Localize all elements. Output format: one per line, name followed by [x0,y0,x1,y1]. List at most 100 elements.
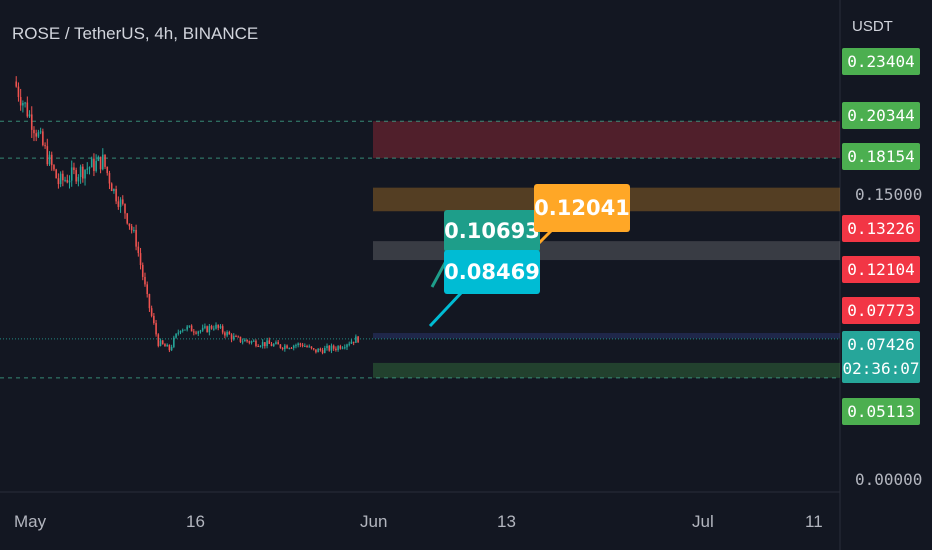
candle-body [93,158,95,171]
candle-body [33,129,35,134]
candle-body [137,246,140,254]
candle-body [259,346,262,348]
candle-body [159,340,162,346]
candle-body [141,264,144,277]
candle-body [228,332,231,335]
candle-body [235,336,237,338]
candle-body [73,167,75,171]
candle-body [250,341,253,343]
candle-body [79,166,82,177]
candle-body [206,326,208,333]
candle-body [146,284,148,295]
candle-body [126,213,129,224]
candle-body [248,341,251,343]
candle-body [277,342,279,345]
candle-body [188,325,191,327]
candle-body [190,325,193,332]
candle-body [295,345,297,347]
candle-body [330,345,333,351]
candle-body [28,114,31,117]
candle-body [328,345,331,351]
candle-body [266,340,268,347]
candle-body [284,345,286,350]
candle-body [324,348,326,354]
candle-body [170,346,173,351]
time-label-13: 13 [497,512,516,531]
candle-body [332,345,335,349]
candle-body [44,145,46,147]
candle-body [297,343,299,346]
candle-body [37,132,40,137]
candle-body [153,315,155,324]
candle-body [148,294,151,309]
candle-body [226,332,228,336]
price-tag-5: 0.07773 [842,297,920,324]
candle-body [130,226,133,231]
candle-body [346,344,348,348]
candle-body [30,114,33,130]
candle-body [197,331,200,334]
candle-body [199,330,202,332]
candle-body [17,86,20,98]
candle-body [308,346,311,348]
candle-body [90,158,93,168]
candle-body [292,345,295,348]
candle-body [133,229,135,231]
price-tag-1: 0.20344 [842,102,920,129]
candle-body [341,347,344,349]
candle-body [288,347,291,349]
candle-body [279,344,282,348]
last-price-tag: 0.07426 02:36:07 [842,331,920,383]
candle-body [35,133,37,137]
callout-pointer-1 [428,290,464,328]
candle-body [110,183,113,192]
candle-body [237,336,240,338]
currency-label[interactable]: USDT [852,18,893,35]
candle-body [66,179,69,183]
candle-body [357,336,359,343]
candle-body [241,341,244,343]
zone-4 [373,362,840,378]
candle-body [121,199,124,204]
candle-body [179,330,182,333]
candle-body [113,188,115,192]
candle-body [210,326,213,329]
price-tag-2: 0.18154 [842,143,920,170]
candle-body [124,203,126,214]
candle-body [255,340,257,346]
target-callout-2[interactable]: 0.12041 [534,184,630,232]
candle-body [108,173,111,184]
candle-body [39,131,42,133]
candle-body [86,168,89,170]
target-callout-0[interactable]: 0.10693 [444,210,540,252]
candle-body [290,347,293,349]
candle-body [15,81,18,87]
candle-body [117,201,120,207]
candle-body [350,341,353,344]
candle-body [173,337,175,347]
target-callout-1[interactable]: 0.08469 [444,250,540,294]
price-tag-7: 0.05113 [842,398,920,425]
candle-body [343,347,346,349]
candle-body [168,344,171,351]
candle-body [317,348,319,353]
candle-body [224,332,226,336]
candle-body [232,336,235,340]
candle-body [55,169,57,179]
candle-body [75,170,77,182]
time-label-jul: Jul [692,512,714,531]
candle-body [19,97,22,106]
candle-body [348,343,351,345]
candle-body [193,331,195,333]
candle-body [310,346,313,349]
candle-body [281,347,284,350]
candle-body [104,154,106,167]
price-tag-0: 0.23404 [842,48,920,75]
zone-3 [373,333,840,339]
symbol-title[interactable]: ROSE / TetherUS, 4h, BINANCE [12,24,259,43]
axis-label-1: 0.00000 [855,470,923,489]
candle-body [144,276,146,285]
last-price-value: 0.07426 [847,335,915,354]
candle-body [321,350,324,354]
candle-body [306,345,308,348]
